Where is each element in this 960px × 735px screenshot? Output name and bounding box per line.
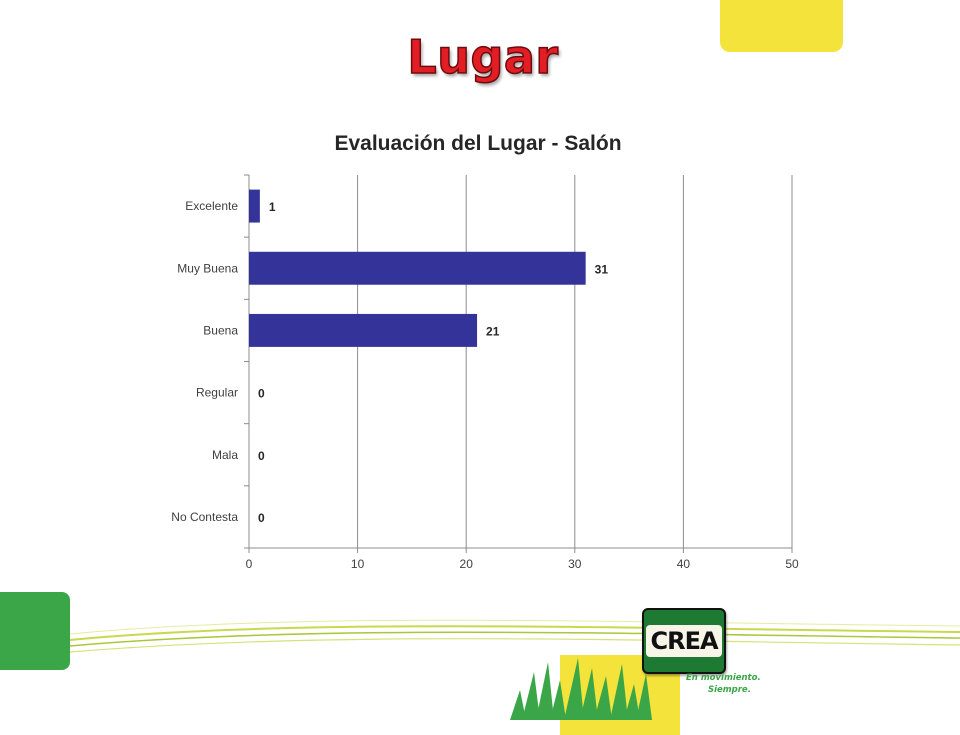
bar-buena <box>249 313 478 347</box>
data-label: 31 <box>595 262 609 276</box>
decorative-swoosh-lines <box>69 619 960 720</box>
bar-muy-buena <box>249 251 586 285</box>
category-label: Regular <box>196 386 238 400</box>
data-label: 0 <box>258 511 265 525</box>
slide-title: Lugar <box>407 29 559 85</box>
tagline-line-2: Siempre. <box>708 685 751 695</box>
x-tick-label: 30 <box>568 557 582 571</box>
decorative-grass <box>510 658 652 720</box>
data-label: 21 <box>486 324 500 338</box>
x-tick-label: 40 <box>677 557 691 571</box>
data-label: 0 <box>258 449 265 463</box>
category-label: No Contesta <box>171 510 238 524</box>
crea-logo: CREA <box>642 608 726 674</box>
bar-chart: 0 10 20 30 40 50 Excelente 1 Muy Buena 31 Buena 21 R… <box>171 174 799 571</box>
chart-title: Evaluación del Lugar - Salón <box>334 132 622 155</box>
category-label: Buena <box>203 323 238 337</box>
decorative-yellow-tab-top <box>720 0 843 52</box>
x-tick-label: 10 <box>351 557 365 571</box>
x-tick-label: 0 <box>246 557 253 571</box>
data-label: 1 <box>269 200 276 214</box>
category-label: Excelente <box>185 199 238 213</box>
brand-tagline: En movimiento. Siempre. <box>686 672 761 696</box>
x-tick-label: 20 <box>460 557 474 571</box>
category-label: Muy Buena <box>177 261 238 275</box>
crea-logo-text: CREA <box>646 625 722 657</box>
data-label: 0 <box>258 387 265 401</box>
x-tick-label: 50 <box>785 557 799 571</box>
decorative-green-tab-left <box>0 592 70 670</box>
crea-logo-badge: CREA <box>642 608 726 674</box>
tagline-line-1: En movimiento. <box>686 673 761 683</box>
category-label: Mala <box>212 448 238 462</box>
bar-excelente <box>249 189 260 223</box>
